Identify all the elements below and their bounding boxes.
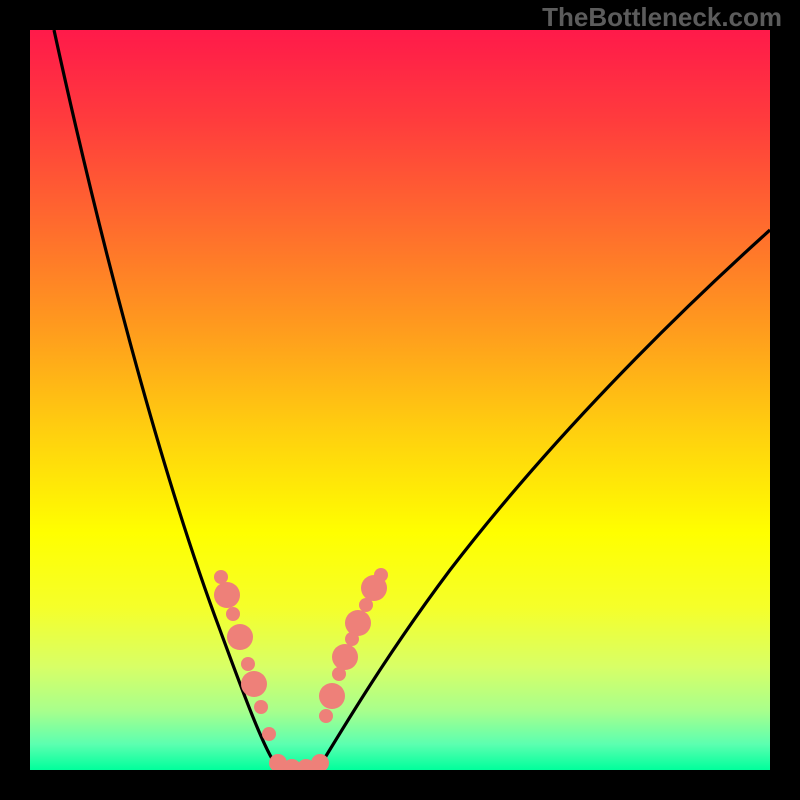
marker-dot	[226, 607, 240, 621]
marker-dot	[227, 624, 253, 650]
marker-dot	[345, 610, 371, 636]
plot-area	[30, 30, 770, 770]
marker-dot	[262, 727, 276, 741]
marker-dot	[214, 570, 228, 584]
marker-dot	[359, 598, 373, 612]
marker-dot	[345, 632, 359, 646]
marker-dot	[241, 671, 267, 697]
watermark-text: TheBottleneck.com	[542, 2, 782, 33]
chart-frame: TheBottleneck.com	[0, 0, 800, 800]
marker-dot	[254, 700, 268, 714]
marker-dot	[319, 709, 333, 723]
marker-dot	[319, 683, 345, 709]
marker-dot	[332, 644, 358, 670]
marker-dot	[214, 582, 240, 608]
chart-svg	[30, 30, 770, 770]
marker-dot	[241, 657, 255, 671]
marker-dot	[361, 575, 387, 601]
marker-dot	[332, 667, 346, 681]
chart-background	[30, 30, 770, 770]
